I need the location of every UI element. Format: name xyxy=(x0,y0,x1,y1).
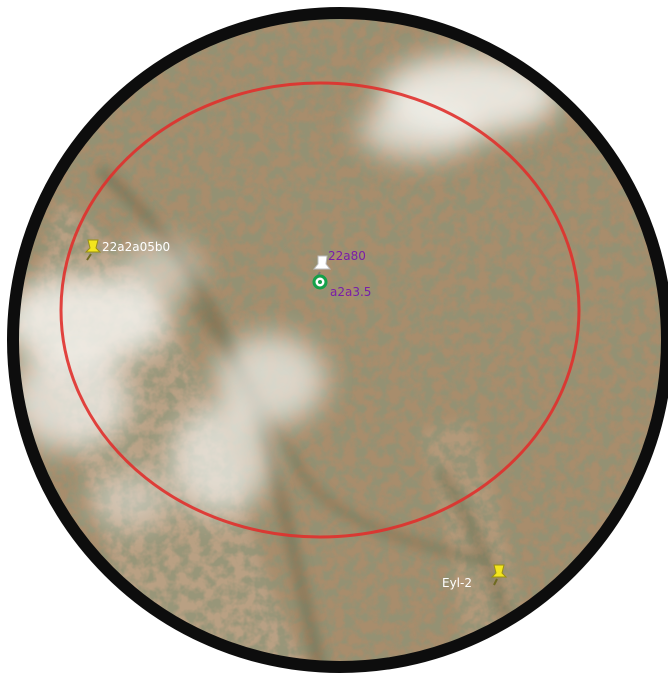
marker-southeast[interactable]: Eyl-2 xyxy=(442,564,508,590)
marker-target-label: a2a3.5 xyxy=(330,285,371,299)
marker-west-label: 22a2a05b0 xyxy=(102,240,170,254)
yellow-pushpin-icon xyxy=(490,564,508,586)
yellow-pushpin-icon xyxy=(84,239,102,261)
marker-target[interactable]: a2a3.5 xyxy=(312,274,371,299)
marker-west[interactable]: 22a2a05b0 xyxy=(84,239,170,261)
green-target-icon xyxy=(312,274,328,290)
map-frame xyxy=(7,7,668,673)
marker-center[interactable]: 22a80 xyxy=(312,249,366,278)
marker-center-label: 22a80 xyxy=(328,249,366,263)
marker-southeast-label: Eyl-2 xyxy=(442,576,472,590)
buffer-ring xyxy=(59,81,581,539)
